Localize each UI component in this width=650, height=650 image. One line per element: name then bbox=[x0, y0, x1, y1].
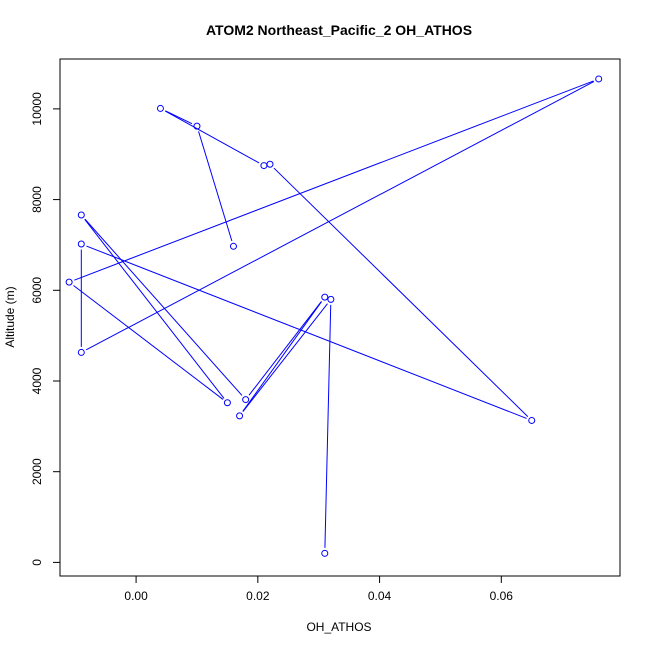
y-axis: 0 2000 4000 6000 8000 10000 bbox=[30, 92, 61, 566]
series-segment bbox=[84, 218, 243, 396]
plot-frame bbox=[59, 58, 621, 577]
data-point bbox=[77, 211, 85, 219]
series-segment bbox=[84, 219, 225, 399]
data-point bbox=[236, 412, 244, 420]
y-tick-label: 4000 bbox=[30, 367, 44, 394]
data-point bbox=[223, 399, 231, 407]
data-point bbox=[242, 396, 250, 404]
data-point bbox=[260, 162, 268, 170]
series-segment bbox=[86, 245, 527, 419]
data-point bbox=[595, 75, 603, 83]
series-segment bbox=[165, 110, 260, 164]
data-point bbox=[266, 160, 274, 168]
series-segment bbox=[324, 304, 332, 548]
data-point bbox=[321, 549, 329, 557]
y-tick-label: 6000 bbox=[30, 277, 44, 304]
series-segment bbox=[242, 301, 322, 412]
x-tick-label: 0.04 bbox=[368, 589, 392, 603]
data-point bbox=[193, 122, 201, 130]
x-tick-label: 0.00 bbox=[124, 589, 148, 603]
y-axis-label: Altitude (m) bbox=[3, 286, 17, 347]
series-segment bbox=[74, 80, 594, 281]
x-tick-label: 0.06 bbox=[490, 589, 514, 603]
series-segment bbox=[248, 301, 322, 396]
series-segment bbox=[165, 110, 193, 125]
chart-title: ATOM2 Northeast_Pacific_2 OH_ATHOS bbox=[206, 22, 472, 38]
x-axis: 0.00 0.02 0.04 0.06 bbox=[124, 575, 514, 603]
data-point bbox=[77, 240, 85, 248]
series-segment bbox=[242, 303, 328, 412]
data-point bbox=[528, 416, 536, 424]
series-segment bbox=[273, 167, 529, 417]
y-tick-label: 10000 bbox=[30, 92, 44, 126]
y-tick-label: 0 bbox=[30, 559, 44, 566]
data-point bbox=[321, 293, 329, 301]
data-point bbox=[156, 104, 164, 112]
data-point bbox=[327, 295, 335, 303]
data-point bbox=[65, 278, 73, 286]
series-segment bbox=[198, 131, 233, 242]
x-axis-label: OH_ATHOS bbox=[306, 620, 371, 634]
data-point bbox=[229, 242, 237, 250]
x-tick-label: 0.02 bbox=[246, 589, 270, 603]
series-segment bbox=[73, 285, 224, 400]
y-tick-label: 2000 bbox=[30, 458, 44, 485]
series-lines bbox=[73, 80, 595, 548]
y-tick-label: 8000 bbox=[30, 186, 44, 213]
series-points bbox=[65, 75, 603, 557]
data-point bbox=[77, 348, 85, 356]
series-segment bbox=[85, 81, 595, 351]
